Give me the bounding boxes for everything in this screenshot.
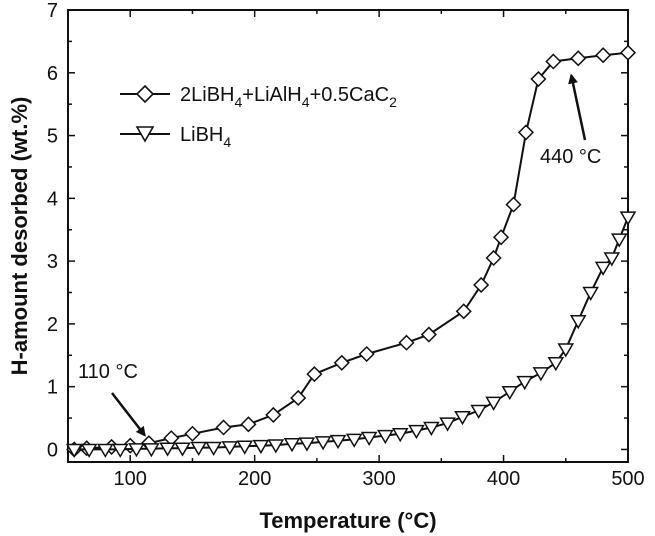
data-point-triangle [571,316,585,328]
series-line-1 [74,53,628,450]
data-point-diamond [621,46,635,60]
data-point-triangle [584,288,598,300]
x-tick-label: 200 [238,468,271,490]
legend-marker-1 [137,86,153,102]
data-point-diamond [266,408,280,422]
data-point-diamond [519,125,533,139]
y-tick-label: 0 [47,439,58,461]
data-point-diamond [335,356,349,370]
x-tick-label: 500 [611,468,644,490]
x-tick-label: 400 [487,468,520,490]
data-point-triangle [144,444,158,456]
data-point-triangle [549,358,563,370]
annotation-arrow-110c [112,393,145,435]
y-tick-label: 4 [47,188,58,210]
data-point-diamond [307,367,321,381]
annotation-arrow-440c [571,75,585,140]
data-point-diamond [217,420,231,434]
y-tick-label: 5 [47,126,58,148]
data-point-diamond [241,417,255,431]
x-tick-label: 100 [114,468,147,490]
y-tick-label: 1 [47,377,58,399]
annotation-110c: 110 °C [78,361,138,383]
data-point-diamond [457,304,471,318]
annotation-440c: 440 °C [540,146,601,168]
data-point-diamond [487,251,501,265]
data-point-diamond [596,48,610,62]
y-axis-title: H-amount desorbed (wt.%) [7,97,32,376]
data-point-diamond [399,336,413,350]
data-point-diamond [474,278,488,292]
x-axis-title: Temperature (°C) [259,508,436,533]
legend-entry-2: LiBH4 [180,124,231,150]
y-tick-label: 3 [47,251,58,273]
data-point-diamond [360,347,374,361]
legend: 2LiBH4+LiAlH4+0.5CaC2 LiBH4 [120,84,397,150]
data-point-diamond [422,328,436,342]
y-tick-label: 6 [47,63,58,85]
data-point-diamond [507,198,521,212]
data-point-diamond [185,427,199,441]
x-tick-label: 300 [362,468,395,490]
y-tick-label: 7 [47,0,58,22]
data-point-triangle [621,212,635,224]
data-point-diamond [291,391,305,405]
data-point-triangle [503,387,517,399]
series-line-2 [74,217,628,449]
data-point-triangle [487,397,501,409]
data-point-diamond [571,51,585,65]
data-point-triangle [596,262,610,274]
data-point-triangle [612,234,626,246]
series-layer [67,46,635,457]
y-tick-label: 2 [47,314,58,336]
data-point-diamond [494,230,508,244]
legend-entry-1: 2LiBH4+LiAlH4+0.5CaC2 [180,84,397,110]
data-point-triangle [534,368,548,380]
data-point-triangle [518,377,532,389]
